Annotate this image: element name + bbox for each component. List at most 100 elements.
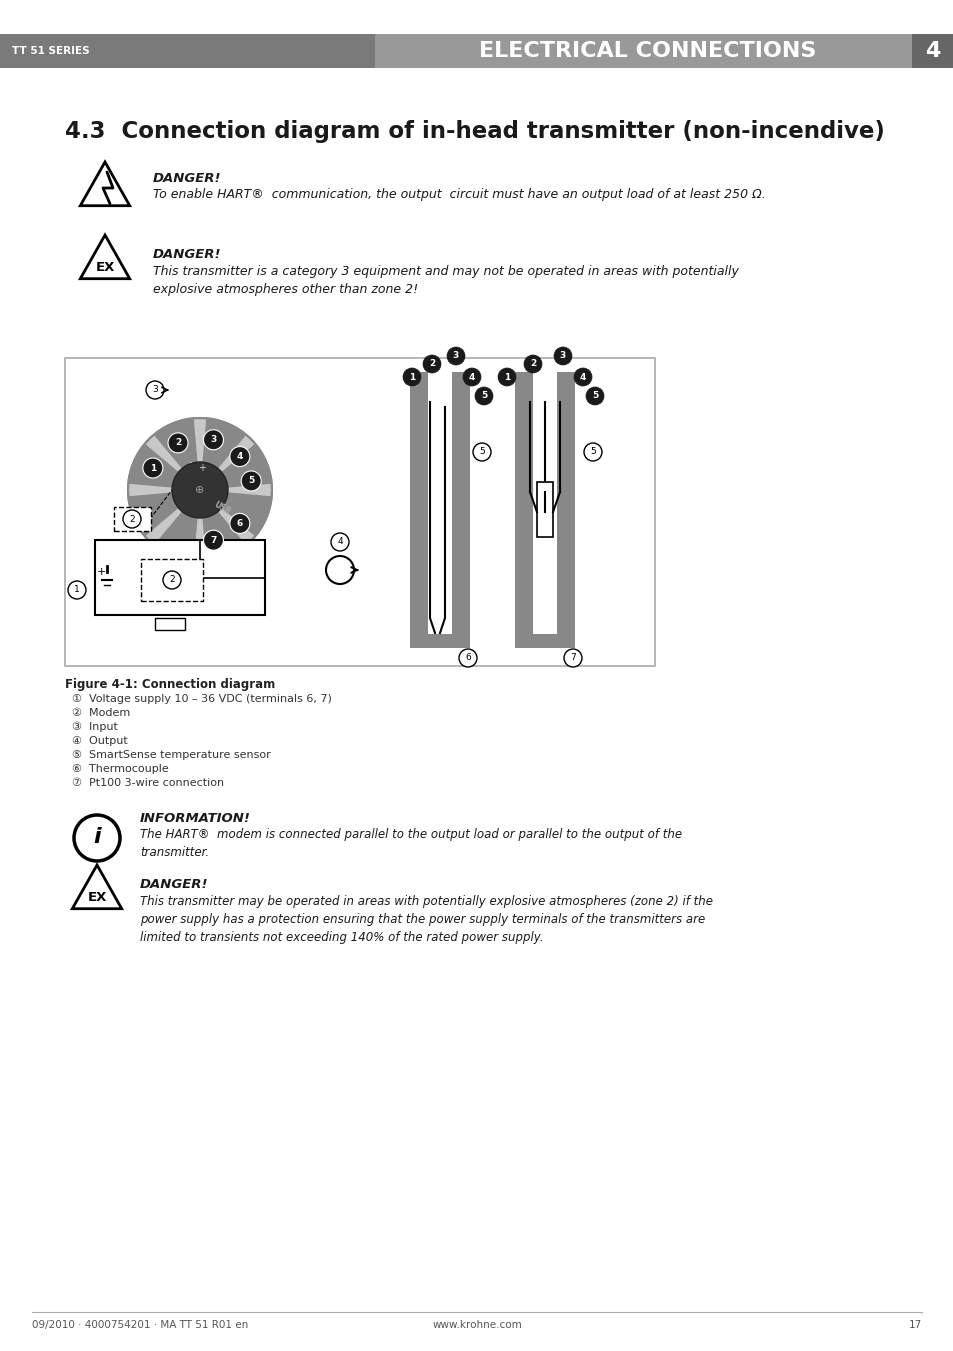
FancyBboxPatch shape	[113, 507, 151, 531]
Circle shape	[203, 430, 223, 450]
Text: TT 51 SERIES: TT 51 SERIES	[12, 46, 90, 55]
Polygon shape	[80, 235, 130, 278]
Text: 4: 4	[336, 538, 342, 547]
Text: The HART®  modem is connected parallel to the output load or parallel to the out: The HART® modem is connected parallel to…	[140, 828, 681, 859]
Text: ①  Voltage supply 10 – 36 VDC (terminals 6, 7): ① Voltage supply 10 – 36 VDC (terminals …	[71, 694, 332, 704]
Text: -: -	[188, 457, 192, 467]
Wedge shape	[153, 419, 200, 490]
Text: USB: USB	[212, 500, 232, 516]
Wedge shape	[153, 490, 200, 562]
Circle shape	[422, 355, 440, 373]
FancyBboxPatch shape	[410, 634, 470, 648]
Text: 1: 1	[409, 373, 415, 381]
Circle shape	[326, 557, 354, 584]
Circle shape	[585, 386, 603, 405]
Wedge shape	[128, 443, 200, 490]
Circle shape	[497, 367, 516, 386]
Wedge shape	[200, 490, 246, 562]
FancyBboxPatch shape	[154, 617, 185, 630]
Circle shape	[523, 355, 541, 373]
Text: i: i	[93, 827, 101, 847]
Text: This transmitter may be operated in areas with potentially explosive atmospheres: This transmitter may be operated in area…	[140, 894, 712, 944]
Text: ⑦  Pt100 3-wire connection: ⑦ Pt100 3-wire connection	[71, 778, 224, 788]
Text: 2: 2	[429, 359, 435, 369]
Circle shape	[74, 815, 120, 861]
Circle shape	[458, 648, 476, 667]
Circle shape	[68, 581, 86, 598]
Text: 09/2010 · 4000754201 · MA TT 51 R01 en: 09/2010 · 4000754201 · MA TT 51 R01 en	[32, 1320, 248, 1329]
Polygon shape	[72, 865, 122, 909]
Circle shape	[563, 648, 581, 667]
Text: DANGER!: DANGER!	[152, 172, 221, 185]
Text: 2: 2	[174, 438, 181, 447]
Circle shape	[574, 367, 592, 386]
Text: ③  Input: ③ Input	[71, 721, 118, 732]
FancyBboxPatch shape	[515, 372, 533, 648]
Text: +: +	[96, 567, 106, 577]
Text: 4: 4	[579, 373, 585, 381]
FancyBboxPatch shape	[452, 372, 470, 648]
Text: 4: 4	[924, 41, 940, 61]
Text: 7: 7	[570, 654, 576, 662]
FancyBboxPatch shape	[65, 358, 655, 666]
Text: 17: 17	[908, 1320, 921, 1329]
Text: www.krohne.com: www.krohne.com	[432, 1320, 521, 1329]
Circle shape	[402, 367, 420, 386]
Polygon shape	[80, 162, 130, 205]
Text: EX: EX	[95, 261, 114, 274]
Circle shape	[447, 347, 464, 365]
Circle shape	[163, 571, 181, 589]
Text: 3: 3	[152, 385, 157, 394]
Circle shape	[230, 447, 250, 466]
Circle shape	[554, 347, 572, 365]
Text: 4: 4	[236, 453, 243, 461]
Text: 3: 3	[559, 351, 565, 361]
Text: 5: 5	[478, 447, 484, 457]
Text: ⑥  Thermocouple: ⑥ Thermocouple	[71, 765, 169, 774]
Text: 2: 2	[529, 359, 536, 369]
Text: EX: EX	[88, 890, 107, 904]
FancyBboxPatch shape	[557, 372, 575, 648]
Circle shape	[473, 443, 491, 461]
FancyBboxPatch shape	[537, 482, 553, 536]
FancyBboxPatch shape	[515, 634, 575, 648]
Circle shape	[331, 534, 349, 551]
Text: 4: 4	[468, 373, 475, 381]
Circle shape	[241, 471, 261, 490]
Text: INFORMATION!: INFORMATION!	[140, 812, 251, 825]
Text: ④  Output: ④ Output	[71, 736, 128, 746]
Text: 4.3  Connection diagram of in-head transmitter (non-incendive): 4.3 Connection diagram of in-head transm…	[65, 120, 884, 143]
Text: 5: 5	[248, 477, 254, 485]
Text: ②  Modem: ② Modem	[71, 708, 131, 717]
Text: ⊕: ⊕	[195, 485, 205, 494]
Text: DANGER!: DANGER!	[152, 249, 221, 261]
Circle shape	[146, 381, 164, 399]
Text: ⑤  SmartSense temperature sensor: ⑤ SmartSense temperature sensor	[71, 750, 271, 761]
Text: 1: 1	[74, 585, 80, 594]
Text: DANGER!: DANGER!	[140, 878, 209, 892]
Text: 3: 3	[453, 351, 458, 361]
FancyBboxPatch shape	[410, 372, 428, 648]
Text: 3: 3	[210, 435, 216, 444]
Circle shape	[475, 386, 493, 405]
Text: This transmitter is a category 3 equipment and may not be operated in areas with: This transmitter is a category 3 equipme…	[152, 265, 739, 296]
Text: To enable HART®  communication, the output  circuit must have an output load of : To enable HART® communication, the outpu…	[152, 188, 765, 201]
Text: Figure 4-1: Connection diagram: Figure 4-1: Connection diagram	[65, 678, 275, 690]
Circle shape	[168, 432, 188, 453]
Circle shape	[123, 509, 141, 528]
Circle shape	[143, 458, 163, 478]
Text: 2: 2	[169, 576, 174, 585]
Text: 7: 7	[210, 536, 216, 544]
FancyBboxPatch shape	[95, 540, 265, 615]
Text: 1: 1	[503, 373, 510, 381]
FancyBboxPatch shape	[0, 34, 375, 68]
Text: ELECTRICAL CONNECTIONS: ELECTRICAL CONNECTIONS	[478, 41, 816, 61]
Text: 5: 5	[590, 447, 596, 457]
Circle shape	[172, 462, 228, 517]
FancyBboxPatch shape	[0, 34, 953, 68]
Wedge shape	[200, 490, 272, 536]
Text: 5: 5	[480, 392, 487, 400]
Wedge shape	[200, 419, 246, 490]
FancyBboxPatch shape	[141, 559, 203, 601]
FancyBboxPatch shape	[911, 34, 953, 68]
